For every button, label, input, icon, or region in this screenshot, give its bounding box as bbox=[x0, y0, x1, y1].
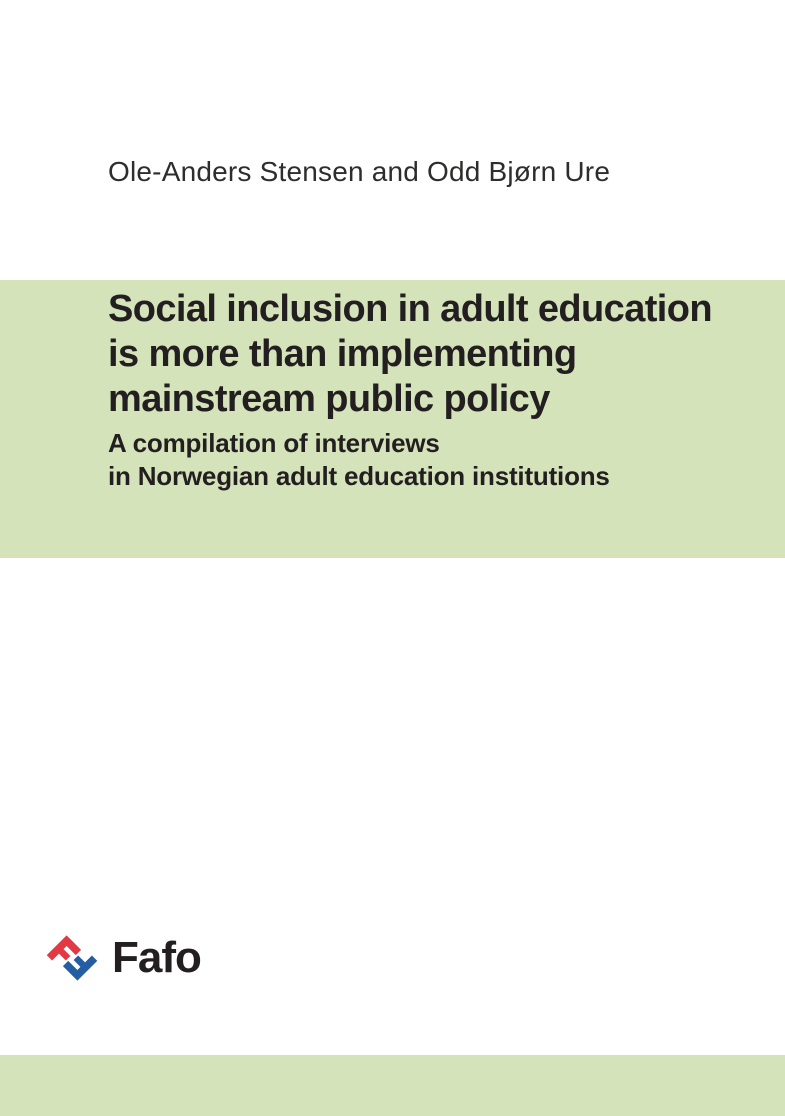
fafo-logo-icon bbox=[46, 935, 98, 981]
report-subtitle-line: in Norwegian adult education institution… bbox=[108, 461, 610, 491]
footer-band bbox=[0, 1055, 785, 1116]
report-title-line: mainstream public policy bbox=[108, 378, 550, 420]
report-subtitle-line: A compilation of interviews bbox=[108, 428, 440, 458]
fafo-logo: Fafo bbox=[45, 931, 202, 985]
authors-line: Ole-Anders Stensen and Odd Bjørn Ure bbox=[108, 156, 611, 187]
fafo-logo-text: Fafo bbox=[112, 933, 202, 982]
report-title-line: Social inclusion in adult education bbox=[108, 288, 713, 330]
title-band: Social inclusion in adult education is m… bbox=[0, 280, 785, 558]
report-title-line: is more than implementing bbox=[108, 333, 577, 375]
report-subtitle: A compilation of interviews in Norwegian… bbox=[108, 427, 745, 493]
report-title: Social inclusion in adult education is m… bbox=[108, 287, 745, 422]
